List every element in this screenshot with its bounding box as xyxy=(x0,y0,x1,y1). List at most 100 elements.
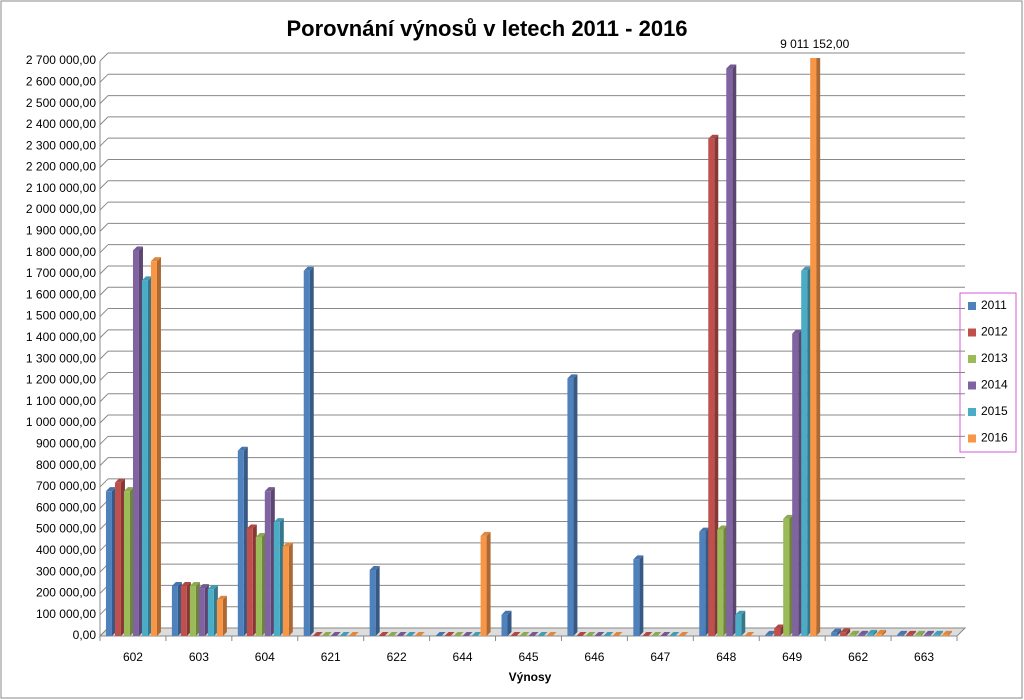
bar xyxy=(810,58,821,636)
bar-top xyxy=(633,555,644,560)
bar-front xyxy=(303,270,310,636)
bar-top xyxy=(567,374,578,379)
bar-top xyxy=(867,629,878,634)
bar xyxy=(435,632,446,636)
x-axis-label: Výnosy xyxy=(509,670,552,684)
bar xyxy=(414,632,425,636)
bar-side xyxy=(573,374,578,636)
bar xyxy=(453,632,464,636)
x-tick-label: 647 xyxy=(650,650,670,664)
bar-top xyxy=(378,632,389,636)
bar xyxy=(171,581,182,636)
y-tick-label: 800 000,00 xyxy=(36,458,96,472)
bar xyxy=(849,630,860,636)
bar xyxy=(651,632,662,636)
bar-front xyxy=(717,529,724,636)
bar-top xyxy=(396,632,407,636)
bar-top xyxy=(612,632,623,636)
bar-top xyxy=(801,266,812,271)
legend-swatch xyxy=(968,434,976,443)
grid-line xyxy=(99,286,109,296)
legend-label: 2011 xyxy=(981,298,1007,312)
bar-side xyxy=(837,628,842,636)
bar-top xyxy=(699,527,710,532)
bar-top xyxy=(255,532,266,537)
bar-top xyxy=(726,64,737,69)
bar xyxy=(369,565,380,636)
grid-line xyxy=(99,116,109,126)
bar-top xyxy=(216,595,227,600)
bar-front xyxy=(114,482,121,636)
bar-front xyxy=(765,634,772,636)
legend-label: 2013 xyxy=(981,351,1008,365)
bar-front xyxy=(924,634,931,636)
y-tick-label: 0,00 xyxy=(73,628,97,642)
bar-side xyxy=(288,542,293,636)
bar-front xyxy=(792,333,799,636)
bar-top xyxy=(180,581,191,586)
grid-line xyxy=(99,180,109,190)
bar-top xyxy=(897,630,908,635)
bar-front xyxy=(774,628,781,636)
bar-top xyxy=(123,487,134,492)
bar xyxy=(633,555,644,636)
x-tick-label: 604 xyxy=(255,650,275,664)
legend-label: 2016 xyxy=(981,431,1008,445)
bar-front xyxy=(369,569,376,636)
bar-top xyxy=(783,514,794,519)
bar-top xyxy=(528,632,539,636)
y-tick-label: 900 000,00 xyxy=(36,437,96,451)
bar xyxy=(150,257,161,636)
legend-label: 2015 xyxy=(981,404,1008,418)
bar-front xyxy=(876,633,883,636)
bar xyxy=(906,630,917,636)
bar-top xyxy=(303,266,314,271)
bar-side xyxy=(816,58,821,636)
bar-front xyxy=(246,528,253,636)
grid-line xyxy=(99,457,109,466)
bar-side xyxy=(741,610,746,636)
bar xyxy=(783,514,794,636)
grid-line xyxy=(99,308,109,317)
bar xyxy=(585,632,596,636)
bar-front xyxy=(831,632,838,636)
y-tick-label: 300 000,00 xyxy=(36,564,96,578)
bar xyxy=(189,581,200,636)
bar-top xyxy=(480,531,491,536)
x-tick-label: 602 xyxy=(123,650,143,664)
x-tick-label: 646 xyxy=(584,650,604,664)
bar-side xyxy=(912,630,917,636)
bar xyxy=(942,630,953,636)
bar-side xyxy=(714,134,719,636)
grid-line xyxy=(99,435,109,445)
bar-top xyxy=(282,542,293,547)
bar-top xyxy=(519,632,530,636)
bar-side xyxy=(882,629,887,636)
bar-front xyxy=(699,531,706,636)
bar-top xyxy=(708,134,719,139)
bar-top xyxy=(831,628,842,633)
x-tick-label: 663 xyxy=(914,650,934,664)
x-tick-label: 645 xyxy=(518,650,538,664)
bar xyxy=(708,134,719,636)
bar xyxy=(792,329,803,636)
bar-side xyxy=(939,630,944,636)
bar xyxy=(726,64,737,636)
bar-top xyxy=(189,581,200,586)
bar xyxy=(405,632,416,636)
bar-top xyxy=(585,632,596,636)
grid-line xyxy=(99,73,109,83)
bar-side xyxy=(864,630,869,636)
bar xyxy=(537,632,548,636)
y-tick-label: 200 000,00 xyxy=(36,586,96,600)
bar-top xyxy=(537,632,548,636)
bar-front xyxy=(897,634,904,636)
bar-side xyxy=(222,595,227,636)
bar xyxy=(678,632,689,636)
bar-front xyxy=(933,634,940,636)
bar-side xyxy=(921,630,926,636)
bar xyxy=(915,630,926,636)
bar-front xyxy=(867,633,874,636)
bar-side xyxy=(855,630,860,636)
bar-top xyxy=(471,632,482,636)
